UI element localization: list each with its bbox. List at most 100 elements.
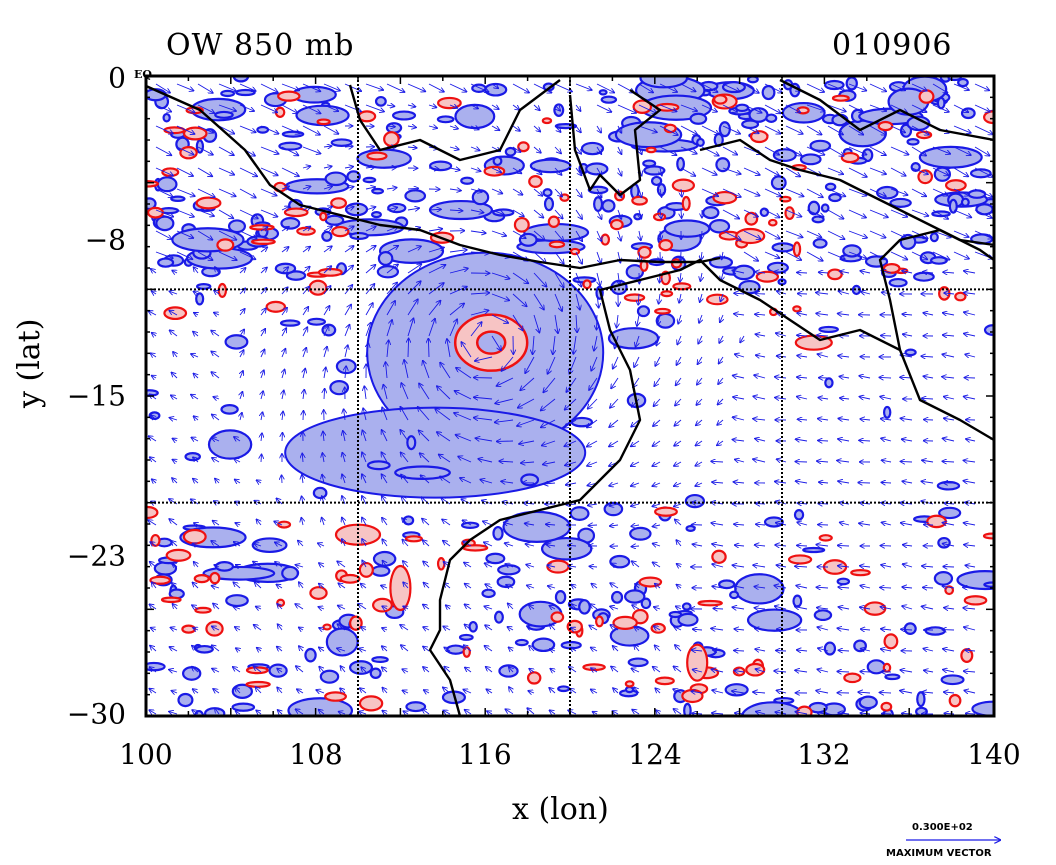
wind-vector (343, 431, 345, 442)
wind-vector (507, 627, 514, 630)
wind-vector (302, 146, 320, 154)
wind-vector (323, 83, 340, 91)
wind-vector (449, 83, 466, 92)
wind-vector (533, 209, 543, 218)
wind-vector (261, 370, 264, 379)
wind-vector (191, 354, 199, 357)
ow-positive-area (194, 606, 212, 614)
ow-positive-area (749, 130, 769, 144)
wind-vector (261, 391, 263, 400)
ow-positive-area (882, 662, 892, 673)
wind-vector (298, 541, 304, 547)
wind-vector (382, 474, 388, 484)
wind-vector (155, 230, 171, 239)
ow-positive-area (744, 211, 759, 226)
ow-negative-area (184, 451, 201, 462)
wind-vector (361, 584, 367, 588)
ow-negative-area (771, 242, 795, 253)
ow-negative-area (721, 81, 746, 94)
wind-vector (480, 480, 493, 483)
ow-negative-area (374, 95, 387, 107)
wind-vector (365, 246, 376, 253)
wind-vector (344, 207, 354, 210)
ow-positive-area (818, 534, 833, 542)
ow-positive-area (146, 206, 164, 219)
ow-negative-area (967, 189, 987, 199)
wind-vector (470, 189, 482, 192)
wind-vector (365, 83, 383, 90)
wind-vector (193, 583, 199, 589)
wind-vector (423, 540, 430, 547)
ow-negative-area (734, 573, 785, 605)
wind-vector (449, 126, 458, 129)
wind-vector (197, 83, 213, 93)
ow-negative-area (715, 157, 731, 173)
ow-negative-area (799, 153, 822, 166)
wind-vector (302, 287, 309, 295)
wind-vector (443, 687, 451, 694)
wind-vector (491, 314, 508, 323)
wind-vector (169, 291, 178, 294)
ow-positive-area (654, 506, 678, 517)
x-tick-label: 132 (797, 738, 851, 771)
wind-vector (256, 710, 261, 714)
wind-vector (212, 438, 220, 441)
ow-negative-area (601, 199, 616, 213)
wind-vector (361, 667, 366, 672)
ow-negative-area (195, 139, 205, 154)
wind-vector (533, 272, 546, 287)
wind-vector (240, 350, 244, 358)
wind-vector (197, 251, 213, 260)
wind-vector (239, 209, 258, 218)
y-tick-label: −23 (66, 539, 126, 573)
wind-vector (408, 339, 409, 358)
wind-vector (169, 311, 178, 316)
ow-negative-area (627, 657, 649, 668)
ow-negative-area (937, 536, 951, 549)
wind-vector (491, 167, 501, 172)
ow-positive-area (349, 615, 363, 631)
ow-negative-area (214, 110, 234, 119)
ow-negative-area (369, 667, 382, 679)
wind-vector (318, 543, 325, 546)
ow-negative-area (279, 319, 301, 327)
ow-negative-area (708, 219, 731, 234)
ow-negative-area (802, 546, 826, 554)
ow-positive-area (582, 279, 592, 290)
wind-vector (197, 167, 212, 176)
wind-vector (240, 371, 243, 379)
wind-vector (211, 541, 220, 547)
wind-vector (282, 412, 283, 421)
wind-vector (456, 368, 472, 379)
wind-vector (365, 187, 375, 189)
ow-positive-area (827, 268, 843, 281)
wind-vector (171, 541, 178, 547)
ow-positive-area (330, 197, 347, 209)
ow-positive-area (954, 291, 967, 302)
wind-vector (296, 666, 304, 673)
wind-vector (509, 687, 513, 694)
ow-positive-area (681, 195, 691, 212)
wind-vector (495, 398, 514, 403)
wind-vector (403, 561, 409, 568)
wind-vector (256, 607, 262, 609)
wind-vector (150, 457, 157, 463)
wind-vector (260, 104, 277, 112)
ow-positive-area (541, 117, 553, 125)
ow-negative-area (485, 552, 506, 565)
wind-vector (386, 320, 392, 337)
wind-vector (194, 374, 198, 378)
ow-negative-area (224, 334, 249, 350)
ow-negative-area (609, 554, 631, 569)
ow-positive-area (612, 615, 638, 630)
wind-vector (512, 104, 519, 110)
wind-vector (344, 325, 350, 337)
wind-vector (299, 582, 303, 589)
wind-vector (240, 413, 242, 421)
ow-negative-area (321, 230, 333, 242)
wind-vector (428, 339, 429, 358)
wind-vector (323, 125, 338, 134)
wind-vector (323, 326, 328, 337)
wind-vector (428, 168, 439, 169)
ow-negative-area (684, 493, 706, 509)
